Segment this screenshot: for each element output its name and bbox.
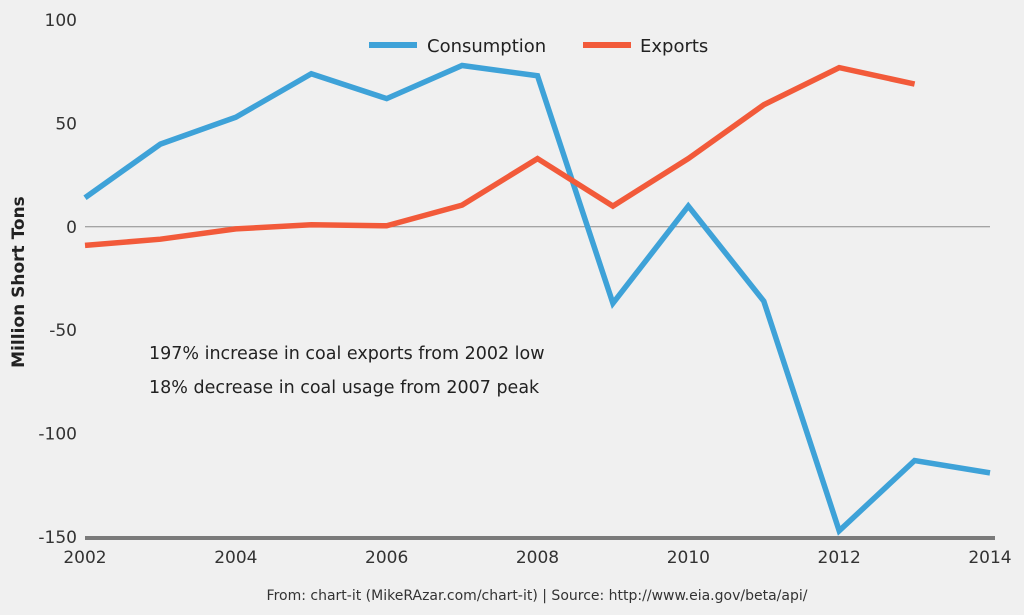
legend-label-exports: Exports bbox=[640, 36, 708, 57]
x-tick-label: 2008 bbox=[516, 548, 559, 568]
x-tick-label: 2010 bbox=[667, 548, 710, 568]
annotation-usage-decrease: 18% decrease in coal usage from 2007 pea… bbox=[149, 378, 540, 398]
y-tick-label: -100 bbox=[38, 425, 77, 445]
x-tick-label: 2012 bbox=[818, 548, 861, 568]
y-tick-label: 0 bbox=[66, 218, 77, 238]
y-tick-label: 50 bbox=[55, 114, 77, 134]
y-axis-title: Million Short Tons bbox=[9, 196, 29, 368]
x-tick-label: 2004 bbox=[214, 548, 257, 568]
series-line-consumption bbox=[83, 62, 991, 536]
series-line-exports bbox=[84, 64, 916, 249]
y-tick-label: -50 bbox=[49, 321, 77, 341]
series-layer bbox=[83, 62, 991, 536]
annotation-exports-increase: 197% increase in coal exports from 2002 … bbox=[149, 344, 545, 364]
x-tick-label: 2006 bbox=[365, 548, 408, 568]
annotations: 197% increase in coal exports from 2002 … bbox=[149, 344, 545, 398]
chart-footer: From: chart-it (MikeRAzar.com/chart-it) … bbox=[267, 588, 808, 604]
x-tick-label: 2002 bbox=[63, 548, 106, 568]
legend: Consumption Exports bbox=[369, 36, 708, 57]
y-tick-label: 100 bbox=[45, 11, 77, 31]
legend-label-consumption: Consumption bbox=[427, 36, 546, 57]
y-tick-label: -150 bbox=[38, 528, 77, 548]
x-tick-label: 2014 bbox=[968, 548, 1011, 568]
